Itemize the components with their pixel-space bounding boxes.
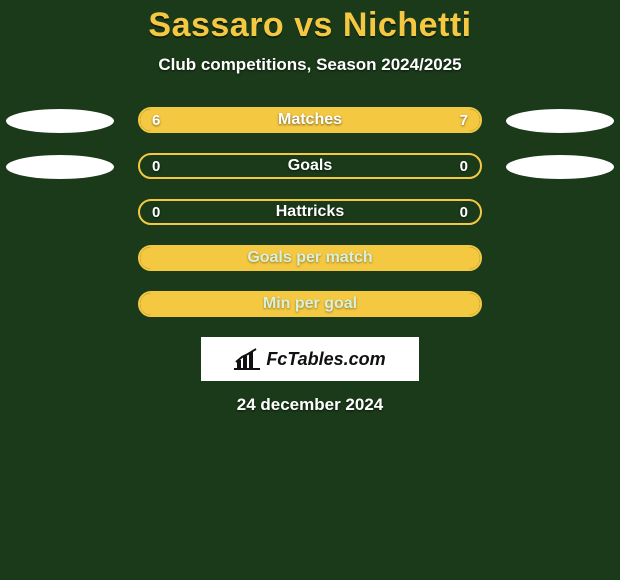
stat-value-right: 0 — [448, 155, 480, 177]
logo-box[interactable]: FcTables.com — [201, 337, 419, 381]
stat-row-min-per-goal: Min per goal — [0, 291, 620, 319]
placeholder-oval-left — [6, 109, 114, 133]
stat-pill-min-per-goal: Min per goal — [138, 291, 482, 317]
stat-label: Goals — [140, 155, 480, 177]
stat-value-right: 7 — [448, 109, 480, 131]
stat-row-goals: 0 0Goals — [0, 153, 620, 181]
placeholder-oval-right — [506, 109, 614, 133]
stat-row-hattricks: 0 0Hattricks — [0, 199, 620, 227]
page-subtitle: Club competitions, Season 2024/2025 — [0, 55, 620, 75]
pill-fill — [140, 247, 480, 269]
stat-pill-goals: 0 0Goals — [138, 153, 482, 179]
stat-pill-hattricks: 0 0Hattricks — [138, 199, 482, 225]
date-text: 24 december 2024 — [0, 395, 620, 415]
stat-rows: 67Matches00Goals00HattricksGoals per mat… — [0, 107, 620, 319]
logo-text: FcTables.com — [266, 349, 385, 370]
placeholder-oval-left — [6, 155, 114, 179]
page-title: Sassaro vs Nichetti — [0, 6, 620, 45]
pill-fill — [140, 293, 480, 315]
stat-row-goals-per-match: Goals per match — [0, 245, 620, 273]
stat-value-left: 0 — [140, 155, 172, 177]
placeholder-oval-right — [506, 155, 614, 179]
stat-pill-matches: 67Matches — [138, 107, 482, 133]
comparison-card: Sassaro vs Nichetti Club competitions, S… — [0, 0, 620, 580]
stat-pill-goals-per-match: Goals per match — [138, 245, 482, 271]
stat-value-right: 0 — [448, 201, 480, 223]
stat-value-left: 0 — [140, 201, 172, 223]
stat-row-matches: 67Matches — [0, 107, 620, 135]
chart-icon — [234, 348, 260, 370]
stat-value-left: 6 — [140, 109, 172, 131]
stat-label: Hattricks — [140, 201, 480, 223]
